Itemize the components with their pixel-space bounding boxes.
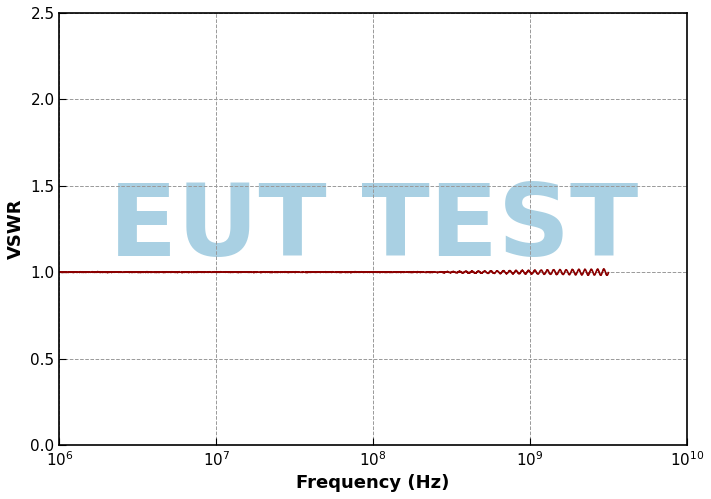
Text: EUT TEST: EUT TEST [109,181,638,277]
X-axis label: Frequency (Hz): Frequency (Hz) [296,474,450,492]
Y-axis label: VSWR: VSWR [7,199,25,259]
